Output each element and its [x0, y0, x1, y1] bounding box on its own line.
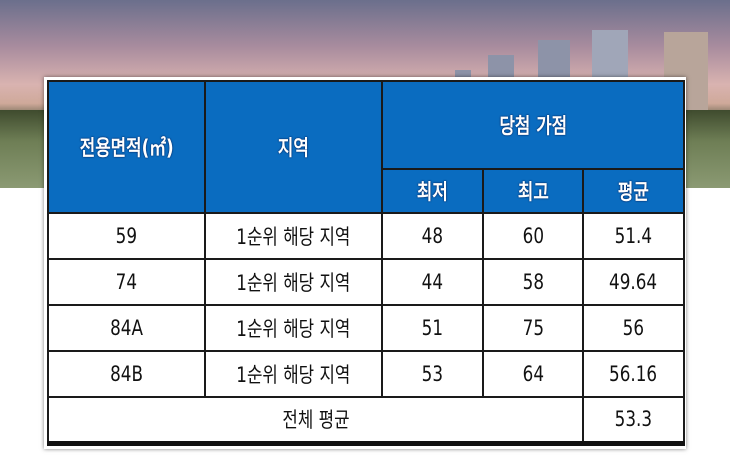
cell-area: 74: [47, 258, 206, 306]
cell-area: 59: [47, 212, 206, 260]
cell-region: 1순위 해당 지역: [204, 304, 383, 352]
cell-region: 1순위 해당 지역: [204, 258, 383, 306]
table-row: 84B 1순위 해당 지역 53 64 56.16: [47, 350, 686, 398]
cell-region: 1순위 해당 지역: [204, 350, 383, 398]
header-score-group: 당첨 가점: [380, 80, 686, 170]
cell-avg: 51.4: [581, 212, 686, 260]
total-label: 전체 평균: [47, 396, 584, 444]
cell-min: 48: [381, 212, 484, 260]
header-max: 최고: [482, 168, 584, 214]
total-row: 전체 평균 53.3: [47, 396, 686, 444]
cell-avg: 56: [581, 304, 686, 352]
cell-min: 44: [381, 258, 484, 306]
cell-avg: 56.16: [581, 350, 686, 398]
header-avg: 평균: [581, 168, 686, 214]
cell-avg: 49.64: [581, 258, 686, 306]
cell-max: 64: [482, 350, 584, 398]
cell-area: 84B: [47, 350, 206, 398]
header-min: 최저: [381, 168, 484, 214]
table-row: 74 1순위 해당 지역 44 58 49.64: [47, 258, 686, 306]
cell-max: 60: [482, 212, 584, 260]
header-region: 지역: [204, 80, 383, 214]
score-table: 전용면적(㎡) 지역 당첨 가점 최저 최고 평균 59 1순위 해당 지역 4…: [47, 80, 686, 446]
cell-min: 53: [381, 350, 484, 398]
cell-region: 1순위 해당 지역: [204, 212, 383, 260]
cell-max: 58: [482, 258, 584, 306]
header-area: 전용면적(㎡): [47, 80, 206, 214]
cell-min: 51: [381, 304, 484, 352]
cell-area: 84A: [47, 304, 206, 352]
table-row: 59 1순위 해당 지역 48 60 51.4: [47, 212, 686, 260]
total-avg: 53.3: [581, 396, 686, 444]
cell-max: 75: [482, 304, 584, 352]
table-row: 84A 1순위 해당 지역 51 75 56: [47, 304, 686, 352]
